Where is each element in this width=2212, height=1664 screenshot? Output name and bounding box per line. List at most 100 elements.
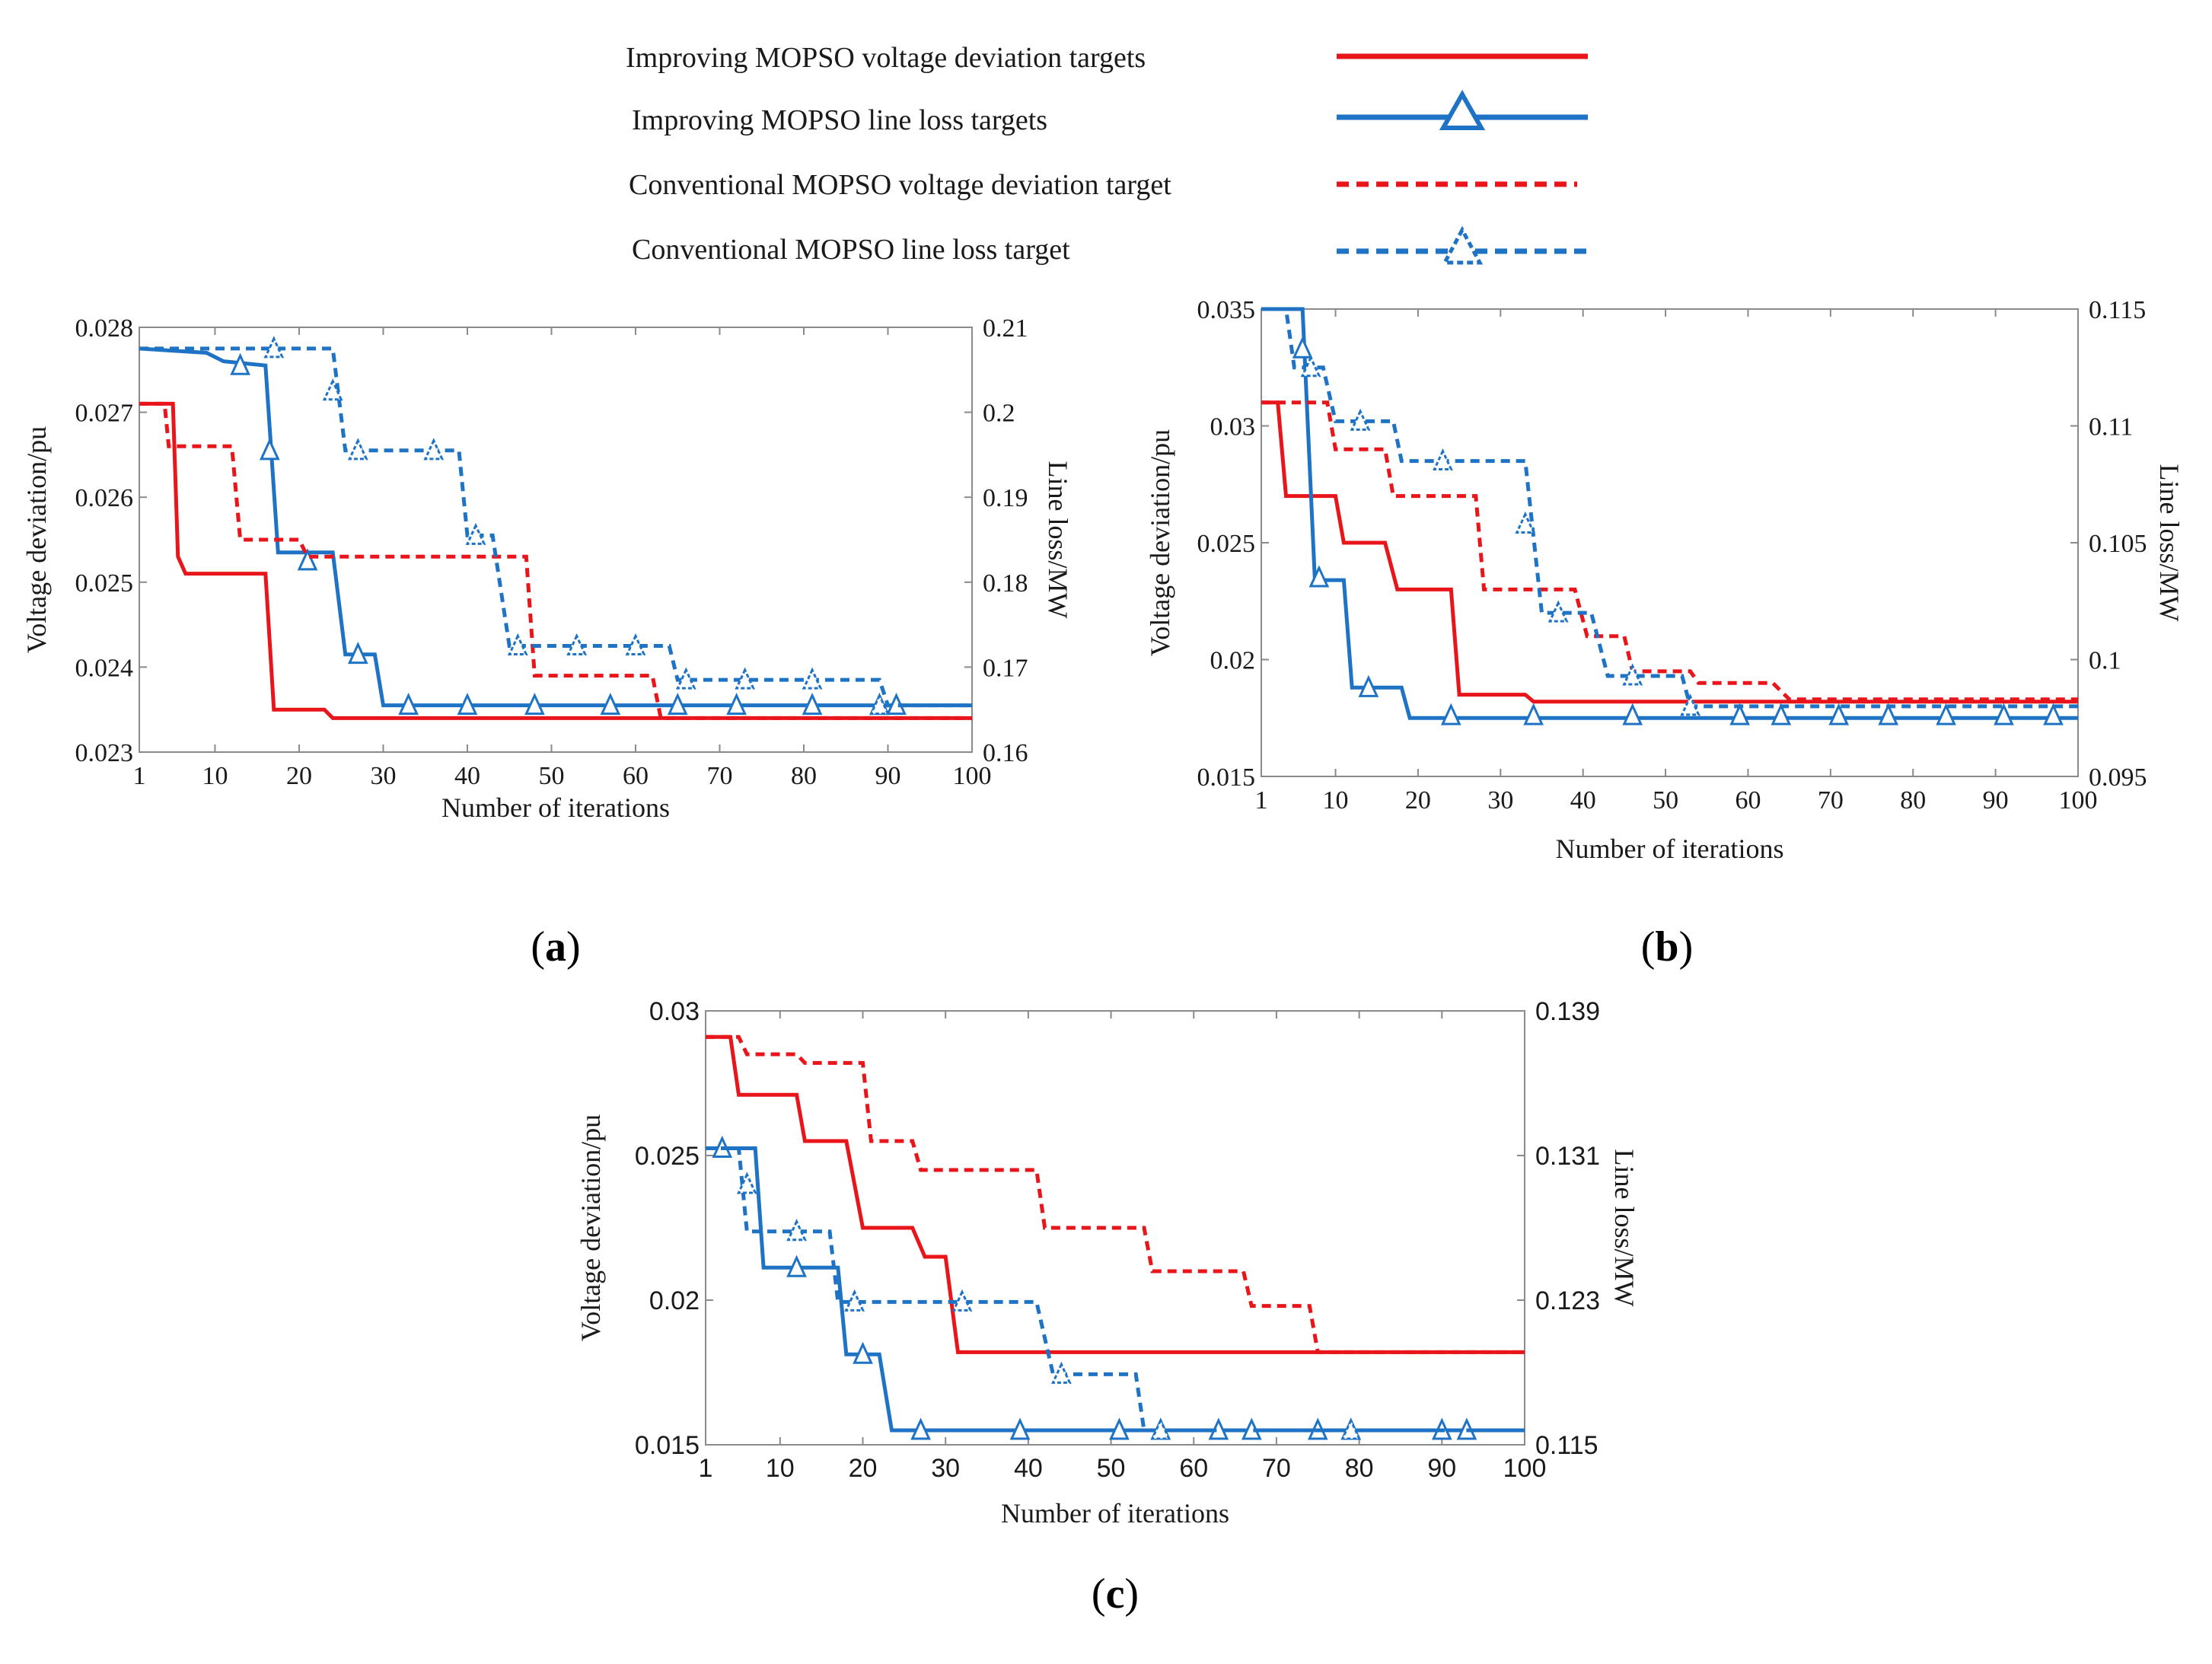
series-marker-4 — [625, 633, 646, 655]
series-marker-4 — [1622, 663, 1643, 686]
x-tick-label: 100 — [953, 762, 992, 790]
series-marker-2 — [1308, 565, 1330, 588]
series-marker-2 — [1936, 703, 1956, 725]
y2-tick-label: 0.2 — [983, 400, 1015, 428]
series-marker-4 — [844, 1289, 865, 1312]
x-tick-label: 50 — [1653, 786, 1678, 814]
y-tick-label: 0.03 — [1210, 413, 1256, 442]
series-marker-2 — [524, 693, 545, 716]
chart-c: 1 10 20 30 40 50 60 70 80 90 100 0.015 0.02 0.025 0.03… — [575, 997, 1640, 1618]
y2-tick-label: 0.11 — [2089, 413, 2133, 442]
legend-marker-4 — [1441, 225, 1484, 265]
y-axis-label: Voltage deviation/pu — [1145, 429, 1175, 656]
series-marker-2 — [1292, 336, 1313, 359]
series-marker-2 — [230, 352, 250, 375]
series-marker-4 — [1350, 408, 1371, 431]
series-line-3 — [706, 1034, 1525, 1354]
x-tick-label: 50 — [1097, 1454, 1126, 1483]
panel-label: (c) — [1092, 1570, 1139, 1618]
series-line-2 — [706, 1146, 1525, 1433]
series-marker-2 — [1622, 703, 1643, 725]
series-marker-4 — [735, 667, 755, 690]
series-marker-4 — [1433, 448, 1453, 471]
x-tick-label: 90 — [1983, 786, 2009, 814]
series-line-1 — [139, 401, 972, 720]
series-marker-2 — [1828, 703, 1850, 725]
series-marker-2 — [2043, 703, 2064, 725]
legend-entry-2: Improving MOPSO line loss targets — [632, 89, 1588, 136]
series-line-4 — [706, 1146, 1525, 1433]
x-tick-label: 10 — [202, 762, 228, 790]
series-marker-4 — [347, 438, 368, 461]
y-tick-label: 0.015 — [635, 1431, 700, 1460]
x-tick-label: 30 — [1487, 786, 1513, 814]
series-marker-4 — [737, 1171, 757, 1194]
chart-b: 1 10 20 30 40 50 60 70 80 90 100 0.015 0.02 0.025 0.03… — [1145, 296, 2185, 971]
y-tick-label: 0.02 — [1210, 647, 1256, 675]
series-line-2 — [1261, 307, 2078, 720]
legend-label-3: Conventional MOPSO voltage deviation tar… — [629, 169, 1171, 201]
series-marker-4 — [465, 522, 486, 545]
y-tick-label: 0.025 — [1197, 530, 1256, 558]
x-tick-label: 40 — [454, 762, 480, 790]
y2-tick-label: 0.21 — [983, 314, 1028, 343]
x-tick-label: 60 — [1179, 1454, 1208, 1483]
series-marker-2 — [726, 693, 747, 716]
y2-tick-label: 0.139 — [1535, 997, 1600, 1026]
y-tick-label: 0.02 — [649, 1286, 700, 1315]
y-tick-label: 0.015 — [1197, 763, 1256, 792]
legend: Improving MOPSO voltage deviation target… — [626, 42, 1588, 266]
series-marker-4 — [802, 667, 823, 690]
x-tick-label: 100 — [2059, 786, 2098, 814]
y-tick-label: 0.028 — [75, 314, 134, 343]
x-tick-label: 70 — [706, 762, 732, 790]
x-tick-label: 100 — [1503, 1454, 1547, 1483]
y2-tick-label: 0.131 — [1535, 1142, 1600, 1171]
y-axis-label: Voltage deviation/pu — [575, 1114, 606, 1341]
y2-tick-label: 0.18 — [983, 569, 1028, 598]
series-marker-4 — [507, 633, 528, 655]
series-marker-2 — [259, 438, 280, 461]
panel-label: (b) — [1641, 923, 1693, 971]
legend-label-2: Improving MOPSO line loss targets — [632, 104, 1047, 136]
x-axis-label: Number of iterations — [441, 792, 670, 823]
y-tick-label: 0.023 — [75, 739, 134, 767]
series-marker-4 — [675, 667, 696, 690]
series-line-3 — [139, 401, 972, 720]
x-tick-label: 1 — [1255, 786, 1268, 814]
x-tick-label: 70 — [1818, 786, 1844, 814]
y-tick-label: 0.025 — [75, 569, 134, 598]
series-marker-2 — [457, 693, 478, 716]
y2-tick-label: 0.19 — [983, 484, 1028, 512]
series-line-4 — [1261, 307, 2078, 709]
series-marker-2 — [1523, 703, 1544, 725]
legend-marker-2 — [1439, 89, 1486, 130]
legend-entry-4: Conventional MOPSO line loss target — [632, 225, 1588, 266]
x-tick-label: 1 — [699, 1454, 713, 1483]
y2-axis-label: Line loss/MW — [1043, 461, 1073, 619]
x-tick-label: 60 — [1735, 786, 1761, 814]
x-tick-label: 60 — [623, 762, 649, 790]
x-tick-label: 20 — [1405, 786, 1431, 814]
series-marker-2 — [786, 1254, 807, 1277]
legend-label-1: Improving MOPSO voltage deviation target… — [626, 42, 1146, 74]
y2-tick-label: 0.123 — [1535, 1286, 1600, 1315]
x-tick-label: 90 — [875, 762, 900, 790]
y2-axis-label: Line loss/MW — [2154, 464, 2185, 622]
series-line-1 — [1261, 400, 2078, 704]
x-tick-label: 40 — [1014, 1454, 1043, 1483]
y2-axis-label: Line loss/MW — [1609, 1149, 1640, 1307]
y2-tick-label: 0.105 — [2089, 530, 2147, 558]
series-marker-4 — [423, 438, 445, 461]
series-marker-4 — [1340, 1417, 1362, 1440]
series-marker-2 — [1994, 703, 2014, 725]
x-tick-label: 30 — [370, 762, 396, 790]
x-tick-label: 10 — [1323, 786, 1349, 814]
series-line-3 — [1261, 400, 2078, 702]
y2-tick-label: 0.17 — [983, 654, 1028, 682]
series-marker-4 — [1300, 355, 1321, 378]
y2-tick-label: 0.115 — [2089, 296, 2146, 324]
legend-entry-3: Conventional MOPSO voltage deviation tar… — [629, 169, 1577, 201]
plot-frame — [705, 1010, 1525, 1446]
